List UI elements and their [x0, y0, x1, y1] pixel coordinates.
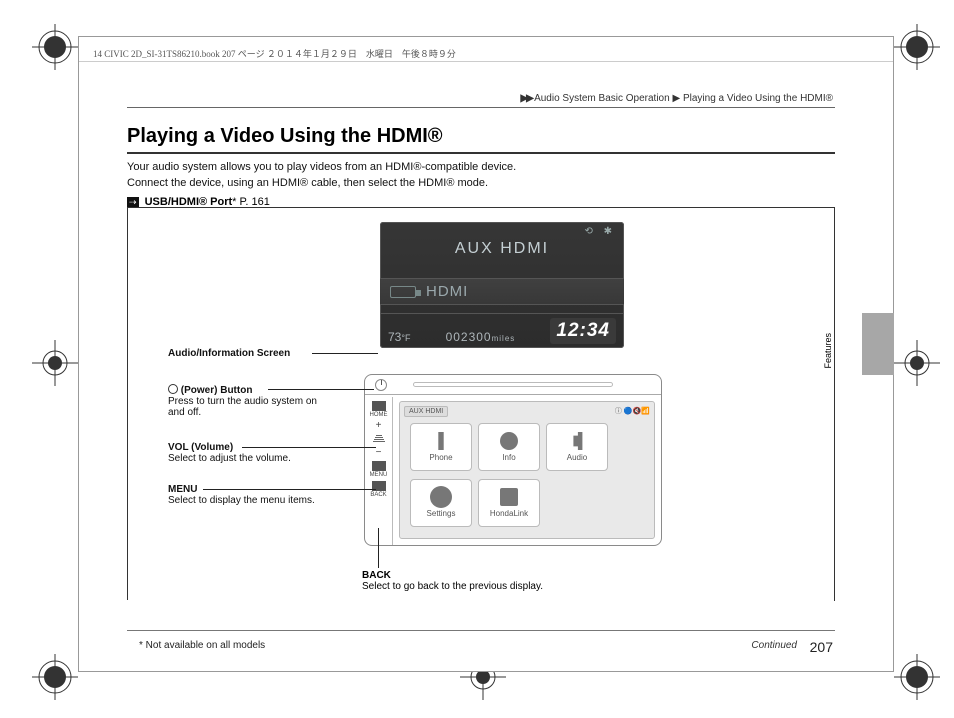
app-audio[interactable]: Audio: [546, 423, 608, 471]
menu-icon: [372, 461, 386, 471]
callout-screen: Audio/Information Screen: [168, 348, 328, 359]
callout-title: VOL (Volume): [168, 442, 233, 453]
app-link[interactable]: HondaLink: [478, 479, 540, 527]
section-tab: [862, 313, 894, 375]
intro-line: Connect the device, using an HDMI® cable…: [127, 176, 835, 192]
callout-back: BACK Select to go back to the previous d…: [362, 570, 622, 592]
callout-title: (Power) Button: [181, 385, 253, 396]
leader-line: [378, 528, 379, 568]
figure: ⟲ ✱ AUX HDMI HDMI 73°F 002300miles 12:34…: [127, 207, 835, 601]
app-label: Info: [502, 453, 515, 462]
app-label: HondaLink: [490, 509, 528, 518]
source-pill: AUX HDMI: [404, 406, 448, 417]
divider: [127, 630, 835, 631]
info-icon: [500, 432, 518, 450]
breadcrumb: ▶▶ Audio System Basic Operation ▶ Playin…: [520, 93, 833, 104]
footnote: * Not available on all models: [139, 640, 265, 651]
odometer: 002300miles: [446, 330, 516, 344]
volume-down-button[interactable]: [369, 448, 389, 458]
console: HOME MENU BACK AUX HDMI ⓘ 🔵🔇📶 PhoneInfoA…: [364, 374, 662, 546]
callout-body: Select to display the menu items.: [168, 495, 315, 506]
volume-up-button[interactable]: [369, 421, 389, 431]
app-label: Settings: [427, 509, 456, 518]
home-icon: [372, 401, 386, 411]
continued-label: Continued: [751, 640, 797, 651]
source-title: AUX HDMI: [380, 240, 624, 258]
divider: [127, 107, 835, 108]
app-label: Phone: [429, 453, 452, 462]
crop-mark: [894, 340, 940, 386]
callout-volume: VOL (Volume) Select to adjust the volume…: [168, 442, 328, 464]
page-title: Playing a Video Using the HDMI®: [127, 125, 835, 154]
crop-mark: [32, 654, 78, 700]
app-label: Audio: [567, 453, 587, 462]
callout-body: Select to adjust the volume.: [168, 453, 291, 464]
crop-mark: [32, 24, 78, 70]
phone-icon: [432, 432, 450, 450]
leader-line: [203, 489, 376, 490]
leader-line: [268, 389, 374, 390]
link-icon: [500, 488, 518, 506]
hdmi-label: HDMI: [426, 283, 468, 300]
doc-header: 14 CIVIC 2D_SI-31TS86210.book 207 ページ ２０…: [93, 47, 456, 60]
page: 14 CIVIC 2D_SI-31TS86210.book 207 ページ ２０…: [78, 36, 894, 672]
breadcrumb-section: Audio System Basic Operation: [534, 93, 670, 104]
callout-title: Audio/Information Screen: [168, 348, 290, 359]
arrow-icon: ▶: [672, 93, 680, 104]
app-settings[interactable]: Settings: [410, 479, 472, 527]
intro-text: Your audio system allows you to play vid…: [127, 160, 835, 192]
divider: [79, 61, 893, 62]
power-button[interactable]: [375, 379, 387, 391]
crop-mark: [894, 24, 940, 70]
callout-title: BACK: [362, 570, 391, 581]
temperature: 73°F: [388, 330, 410, 344]
callout-body: Press to turn the audio system on and of…: [168, 396, 317, 418]
app-phone[interactable]: Phone: [410, 423, 472, 471]
disc-slot: [413, 382, 613, 387]
power-icon: [168, 384, 178, 394]
callout-menu: MENU Select to display the menu items.: [168, 484, 328, 506]
page-number: 207: [810, 639, 833, 655]
xref-icon: ⇢: [127, 197, 139, 207]
app-info[interactable]: Info: [478, 423, 540, 471]
section-tab-label: Features: [823, 333, 833, 369]
volume-indicator: [369, 434, 389, 445]
breadcrumb-page: Playing a Video Using the HDMI®: [683, 93, 833, 104]
clock: 12:34: [550, 318, 616, 344]
settings-icon: [432, 488, 450, 506]
menu-button[interactable]: MENU: [369, 461, 389, 478]
bt-status: ⓘ 🔵🔇📶: [615, 406, 650, 417]
status-icons: ⟲ ✱: [584, 226, 616, 237]
leader-line: [242, 447, 376, 448]
arrows-icon: ▶▶: [520, 93, 531, 104]
callout-title: MENU: [168, 484, 197, 495]
touchscreen[interactable]: AUX HDMI ⓘ 🔵🔇📶 Phone Info Audio Settings Hon…: [399, 401, 655, 539]
intro-line: Your audio system allows you to play vid…: [127, 160, 835, 176]
callout-body: Select to go back to the previous displa…: [362, 581, 543, 592]
home-button[interactable]: HOME: [369, 401, 389, 418]
audio-info-screen: ⟲ ✱ AUX HDMI HDMI 73°F 002300miles 12:34: [380, 222, 624, 348]
crop-mark: [32, 340, 78, 386]
audio-icon: [568, 432, 586, 450]
hdmi-icon: [390, 286, 416, 298]
leader-line: [312, 353, 378, 354]
hdmi-row: HDMI: [380, 278, 624, 305]
crop-mark: [894, 654, 940, 700]
